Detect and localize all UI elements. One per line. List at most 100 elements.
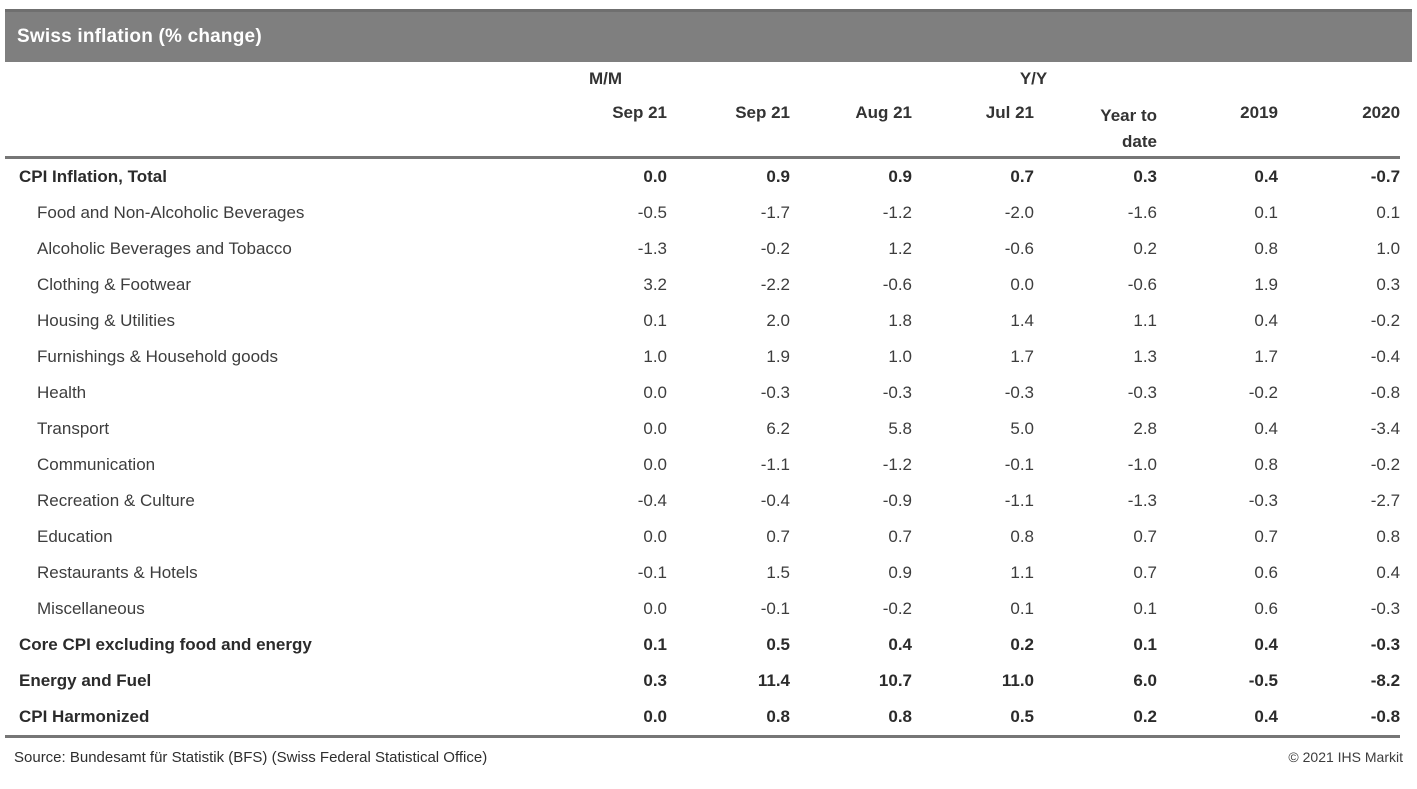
report-title: Swiss inflation (% change) [17, 26, 262, 47]
value-cell: -0.5 [1248, 670, 1278, 690]
report-title-bar: Swiss inflation (% change) [5, 9, 1412, 62]
value-cell: -1.3 [1127, 490, 1157, 510]
row-label: Alcoholic Beverages and Tobacco [37, 238, 292, 258]
value-cell: 1.7 [1010, 346, 1034, 366]
value-cell: 11.0 [1001, 670, 1034, 690]
table-row: CPI Inflation, Total 0.0 0.9 0.9 0.7 0.3 0.4 -0… [5, 157, 1400, 195]
value-cell: 0.1 [1010, 598, 1034, 618]
table-body: CPI Inflation, Total 0.0 0.9 0.9 0.7 0.3 0.4 -0… [5, 157, 1401, 738]
value-cell: -0.4 [760, 490, 790, 510]
value-cell: 0.0 [643, 382, 667, 402]
value-cell: -0.3 [1127, 382, 1157, 402]
value-cell: -0.4 [637, 490, 667, 510]
value-cell: 1.5 [766, 562, 790, 582]
value-cell: -0.3 [882, 382, 912, 402]
value-cell: 0.4 [1254, 418, 1278, 438]
column-header-mm-sep21: Sep 21 [544, 96, 667, 159]
value-cell: 0.0 [643, 418, 667, 438]
value-cell: -0.8 [1278, 698, 1401, 738]
column-header-yy-sep21: Sep 21 [667, 96, 790, 159]
value-cell: -0.6 [1127, 274, 1157, 294]
value-cell: 5.8 [888, 418, 912, 438]
row-label: Core CPI excluding food and energy [19, 634, 312, 654]
row-label: Transport [37, 418, 110, 438]
row-label: Housing & Utilities [37, 310, 175, 330]
value-cell: -0.9 [882, 490, 912, 510]
value-cell: 1.2 [888, 238, 912, 258]
value-cell: 0.1 [643, 310, 667, 330]
value-cell: 0.7 [1133, 562, 1157, 582]
row-label: Health [37, 382, 87, 402]
column-header-2020: 2020 [1278, 96, 1401, 159]
row-label: Energy and Fuel [19, 670, 152, 690]
table-row: Miscellaneous 0.0 -0.1 -0.2 0.1 0.1 0.6 -0.3 [5, 591, 1400, 627]
table-row: Clothing & Footwear 3.2 -2.2 -0.6 0.0 -0.6 1.9… [5, 267, 1400, 303]
value-cell: 1.1 [1010, 562, 1034, 582]
value-cell: 2.0 [766, 310, 790, 330]
table-row: Housing & Utilities 0.1 2.0 1.8 1.4 1.1 0.4 -0.… [5, 303, 1400, 339]
row-label: CPI Harmonized [5, 698, 544, 738]
value-cell: 0.2 [1010, 634, 1034, 654]
value-cell: 0.4 [1376, 562, 1401, 582]
value-cell: 0.5 [766, 634, 790, 654]
table-row: Energy and Fuel 0.3 11.4 10.7 11.0 6.0 -0.5 -8.… [5, 663, 1400, 699]
value-cell: -1.0 [1127, 454, 1157, 474]
row-label: Food and Non-Alcoholic Beverages [37, 202, 305, 222]
value-cell: 1.0 [1376, 238, 1401, 258]
value-cell: -0.2 [1370, 310, 1401, 330]
value-cell: 0.8 [1254, 238, 1278, 258]
value-cell: 0.0 [1010, 274, 1034, 294]
column-header-2019: 2019 [1157, 96, 1278, 159]
value-cell: 0.1 [1254, 202, 1278, 222]
empty-label-header [5, 96, 544, 159]
value-cell: -0.1 [637, 562, 667, 582]
value-cell: -0.3 [1370, 634, 1401, 654]
value-cell: -0.1 [760, 598, 790, 618]
value-cell: 1.0 [888, 346, 912, 366]
value-cell: 0.8 [790, 698, 912, 738]
value-cell: -8.2 [1370, 670, 1401, 690]
value-cell: -1.2 [882, 202, 912, 222]
value-cell: -0.6 [882, 274, 912, 294]
value-cell: 5.0 [1010, 418, 1034, 438]
value-cell: 0.7 [888, 526, 912, 546]
value-cell: -0.4 [1370, 346, 1401, 366]
row-label: Clothing & Footwear [37, 274, 192, 294]
value-cell: 0.3 [1133, 166, 1157, 186]
value-cell: 2.8 [1133, 418, 1157, 438]
row-label: Education [37, 526, 113, 546]
value-cell: 6.2 [766, 418, 790, 438]
value-cell: 1.1 [1133, 310, 1157, 330]
table-row: Food and Non-Alcoholic Beverages -0.5 -1.7… [5, 195, 1400, 231]
row-label: Communication [37, 454, 156, 474]
table-row: Health 0.0 -0.3 -0.3 -0.3 -0.3 -0.2 -0.8 [5, 375, 1400, 411]
value-cell: -2.0 [1004, 202, 1034, 222]
value-cell: 1.8 [888, 310, 912, 330]
copyright-note: © 2021 IHS Markit [1288, 748, 1403, 765]
value-cell: 0.9 [888, 166, 912, 186]
source-note: Source: Bundesamt für Statistik (BFS) (S… [14, 748, 488, 766]
value-cell: -0.1 [1004, 454, 1034, 474]
value-cell: -0.3 [1370, 598, 1401, 618]
value-cell: 0.8 [1254, 454, 1278, 474]
column-group-mm: M/M [588, 69, 623, 88]
value-cell: -2.7 [1370, 490, 1401, 510]
value-cell: 0.1 [1133, 634, 1157, 654]
value-cell: 0.4 [888, 634, 912, 654]
value-cell: 0.7 [1133, 526, 1157, 546]
value-cell: 11.4 [757, 670, 790, 690]
value-cell: 0.0 [643, 166, 667, 186]
column-group-yy: Y/Y [1019, 69, 1048, 88]
value-cell: 0.4 [1254, 166, 1278, 186]
value-cell: 0.1 [643, 634, 667, 654]
value-cell: -1.1 [1004, 490, 1034, 510]
report-footer: Source: Bundesamt für Statistik (BFS) (S… [14, 749, 1403, 766]
value-cell: 0.9 [766, 166, 790, 186]
value-cell: 0.3 [1376, 274, 1401, 294]
value-cell: -0.6 [1004, 238, 1034, 258]
row-label: Recreation & Culture [37, 490, 195, 510]
value-cell: 0.4 [1157, 698, 1278, 738]
value-cell: 0.6 [1254, 562, 1278, 582]
value-cell: 0.4 [1254, 310, 1278, 330]
table-row: Core CPI excluding food and energy 0.1 0.5… [5, 627, 1400, 663]
